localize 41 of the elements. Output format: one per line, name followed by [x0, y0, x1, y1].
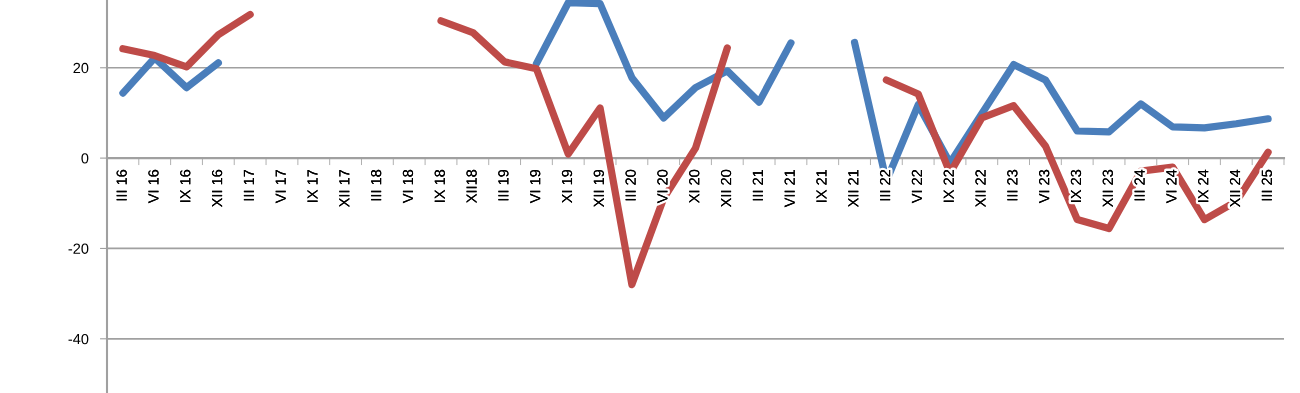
x-tick-label: XII 16	[211, 169, 223, 207]
x-tick-label: IX 24	[1198, 169, 1209, 202]
x-tick-label: VI 20	[657, 169, 668, 204]
x-tick-label: III 24	[1134, 169, 1145, 201]
x-tick-label: III 23	[1007, 169, 1018, 201]
x-tick-label: IX 23	[1070, 169, 1082, 202]
y-tick-label: 0	[81, 153, 89, 164]
x-tick-label: XII 21	[848, 169, 859, 207]
x-tick-label: III 19	[498, 169, 509, 201]
x-tick-label: XII 17	[339, 169, 350, 207]
x-tick-label: XII 23	[1102, 169, 1113, 207]
x-tick-label: VI 16	[148, 169, 159, 204]
x-tick-label: IX 17	[307, 169, 318, 202]
x-tick-label: XII 22	[975, 169, 986, 207]
x-tick-label: III 25	[1261, 169, 1273, 201]
x-tick-label: XII 24	[1229, 169, 1241, 207]
x-tick-label: VI 17	[275, 169, 286, 204]
y-tick-label: -20	[68, 243, 89, 254]
y-tick-label: -40	[68, 333, 89, 345]
x-tick-label: IX 18	[434, 169, 445, 202]
x-tick-label: XII18	[466, 169, 477, 203]
x-tick-label: VII 21	[784, 169, 795, 208]
x-tick-label: III 22	[879, 169, 891, 201]
x-tick-label: IX 21	[816, 169, 827, 202]
x-tick-label: III 18	[370, 169, 382, 201]
x-tick-label: XI 19	[561, 169, 573, 203]
x-tick-label: IX 16	[180, 169, 191, 202]
x-tick-label: III 21	[752, 169, 763, 201]
x-tick-label: VI 22	[911, 169, 922, 204]
x-tick-label: VI 18	[402, 169, 414, 204]
y-tick-label: 20	[73, 62, 89, 74]
x-tick-label: III 20	[625, 169, 636, 201]
x-tick-label: XII 20	[720, 169, 732, 207]
x-tick-label: XII 19	[593, 169, 604, 207]
x-tick-label: VI 23	[1039, 169, 1050, 204]
x-tick-label: VI 24	[1166, 169, 1177, 204]
x-tick-label: IX 22	[943, 169, 954, 202]
x-tick-label: XI 20	[689, 169, 700, 203]
x-tick-label: III 16	[116, 169, 127, 201]
x-tick-label: III 17	[243, 169, 254, 201]
x-tick-label: VI 19	[530, 169, 541, 204]
